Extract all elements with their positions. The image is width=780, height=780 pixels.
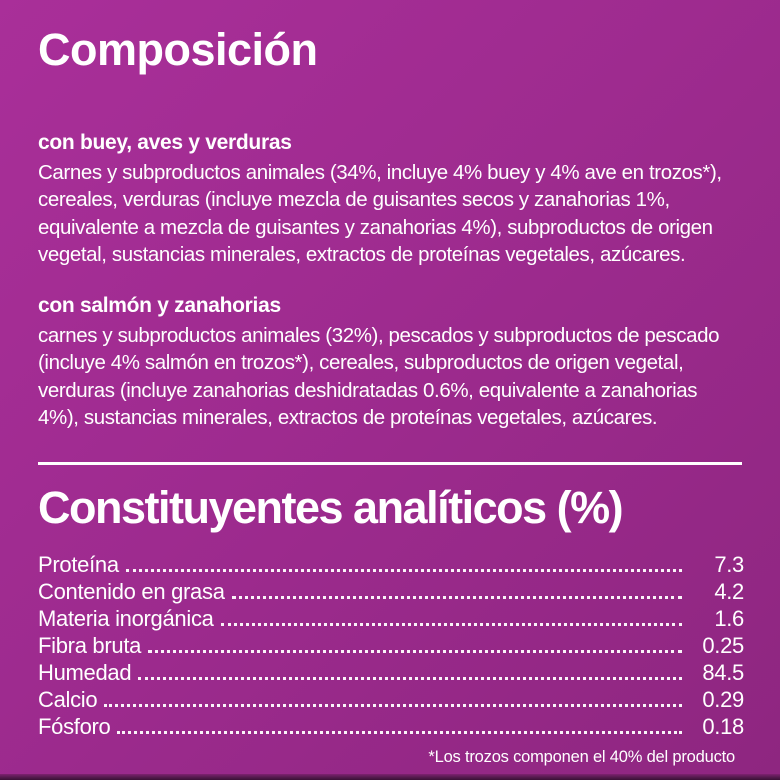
dotted-leader <box>220 622 682 626</box>
dotted-leader <box>125 568 682 572</box>
row-value: 0.29 <box>702 686 744 712</box>
dotted-leader <box>117 730 682 734</box>
bottom-edge-bar <box>0 774 780 780</box>
section-divider <box>38 461 742 465</box>
table-row: Fibra bruta 0.25 <box>38 632 744 659</box>
table-row: Materia inorgánica 1.6 <box>38 605 744 632</box>
dotted-leader <box>138 676 682 680</box>
row-value: 1.6 <box>714 605 744 631</box>
ingredients-section-heading: con salmón y zanahorias <box>38 293 281 317</box>
ingredients-section-salmon-carrots: con salmón y zanahorias carnes y subprod… <box>38 293 742 432</box>
row-value: 0.18 <box>702 713 744 739</box>
analytical-constituents-title: Constituyentes analíticos (%) <box>38 481 624 533</box>
dotted-leader <box>148 649 682 653</box>
row-label: Materia inorgánica <box>38 605 214 631</box>
row-value: 0.25 <box>702 632 744 658</box>
row-label: Proteína <box>38 551 119 577</box>
row-value: 4.2 <box>714 578 744 604</box>
row-label: Humedad <box>38 659 132 685</box>
chunks-footnote: *Los trozos componen el 40% del producto <box>428 747 735 766</box>
analytical-constituents-table: Proteína 7.3 Contenido en grasa 4.2 Mate… <box>38 551 744 740</box>
ingredients-section-heading: con buey, aves y verduras <box>38 130 292 154</box>
page-title: Composición <box>38 24 318 75</box>
row-label: Fósforo <box>38 713 111 739</box>
table-row: Fósforo 0.18 <box>38 713 744 740</box>
table-row: Humedad 84.5 <box>38 659 744 686</box>
table-row: Contenido en grasa 4.2 <box>38 578 744 605</box>
row-label: Calcio <box>38 686 98 712</box>
row-label: Fibra bruta <box>38 632 142 658</box>
row-value: 7.3 <box>714 551 744 577</box>
row-value: 84.5 <box>702 659 744 685</box>
ingredients-section-beef-poultry: con buey, aves y verduras Carnes y subpr… <box>38 130 742 269</box>
dotted-leader <box>231 595 682 599</box>
table-row: Proteína 7.3 <box>38 551 744 578</box>
ingredients-section-body: Carnes y subproductos animales (34%, inc… <box>38 160 722 267</box>
table-row: Calcio 0.29 <box>38 686 744 713</box>
ingredients-section-body: carnes y subproductos animales (32%), pe… <box>38 323 720 430</box>
row-label: Contenido en grasa <box>38 578 225 604</box>
dotted-leader <box>104 703 682 707</box>
